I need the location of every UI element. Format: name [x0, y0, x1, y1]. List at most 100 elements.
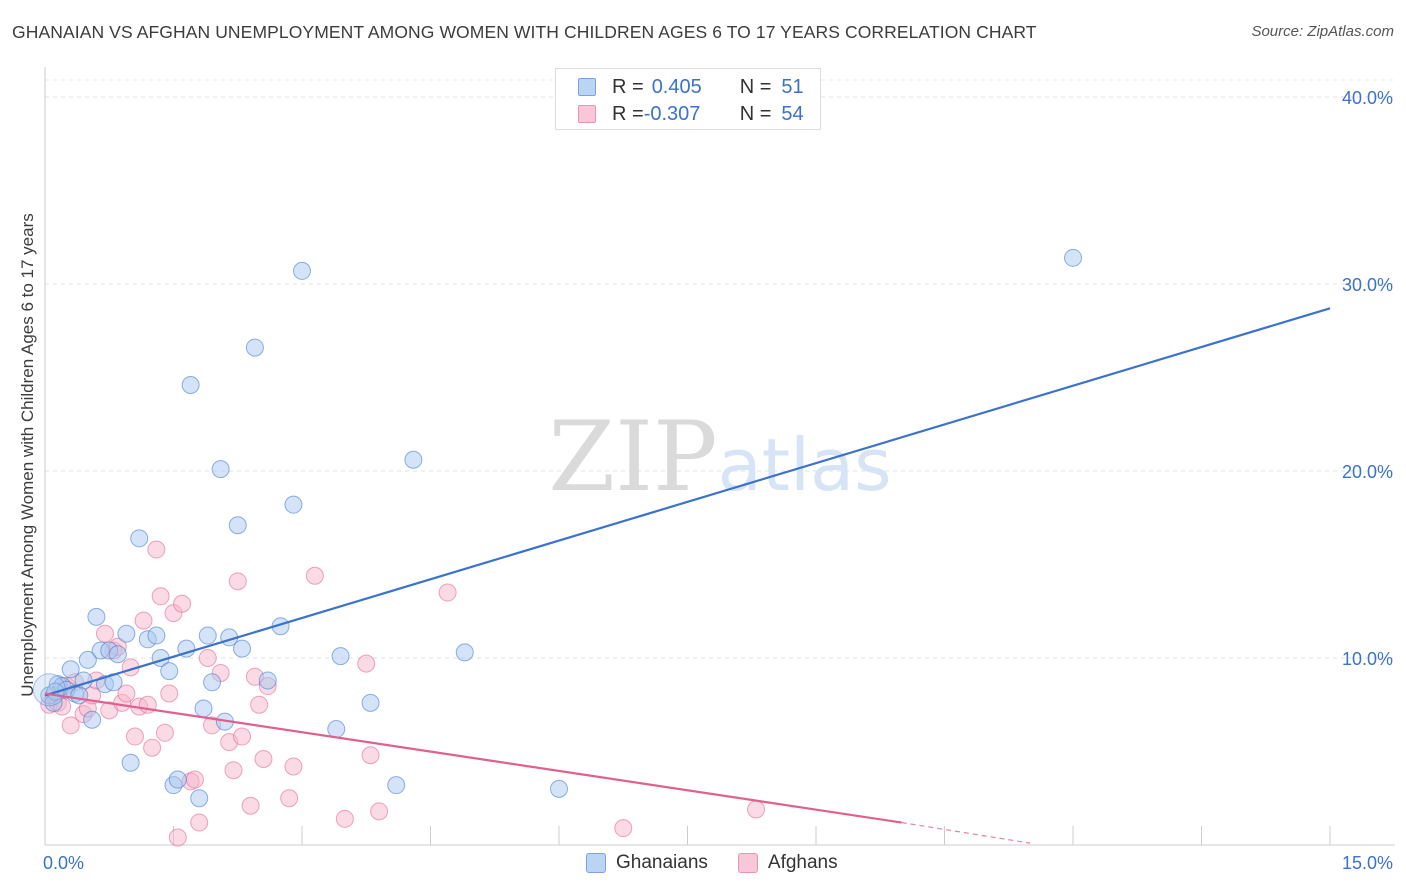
afghans-point: [95, 624, 114, 643]
y-tick-label: 10.0%: [1342, 649, 1393, 669]
ghanaians-point: [61, 660, 80, 679]
afghans-point: [198, 649, 217, 667]
afghans-point: [438, 583, 457, 602]
ghanaians-point: [160, 662, 179, 681]
chart-source: Source: ZipAtlas.com: [1251, 23, 1394, 40]
ghanaians-point: [121, 753, 140, 772]
afghans-point: [228, 572, 247, 591]
trend-lines: [44, 307, 1331, 844]
y-tick-label: 20.0%: [1342, 462, 1393, 482]
afghans-trend-line: [44, 692, 902, 824]
afghans-swatch: [578, 105, 596, 123]
afghans-trend-extension: [901, 821, 1031, 844]
ghanaians-point: [130, 529, 149, 548]
afghans-point: [254, 749, 273, 768]
afghans-point: [250, 695, 269, 714]
r-label: R =: [612, 75, 644, 98]
ghanaians-point: [284, 495, 303, 514]
axes: [44, 67, 1395, 846]
ghanaians-point: [198, 626, 217, 645]
afghans-point: [134, 611, 153, 630]
ghanaians-point: [245, 338, 264, 357]
ghanaians-point: [87, 607, 106, 626]
ghanaians-point: [168, 770, 187, 789]
ghanaians-point: [108, 645, 127, 664]
legend-row-ghanaians: R = 0.405 N = 51: [578, 75, 804, 99]
ghanaians-point: [258, 671, 277, 690]
ghanaians-point: [327, 720, 346, 739]
legend-item-ghanaians: Ghanaians: [586, 852, 708, 874]
ghanaians-point: [331, 647, 350, 666]
r-value: -0.307: [643, 102, 701, 125]
correlation-legend: R = 0.405 N = 51 R = -0.307 N = 54: [555, 68, 821, 130]
n-value: 51: [781, 75, 804, 98]
watermark: ZIPatlas: [548, 401, 891, 513]
ghanaians-point: [78, 650, 97, 669]
ghanaians-point: [387, 776, 406, 795]
x-tick-label-max: 15.0%: [1342, 853, 1393, 873]
afghans-point: [224, 761, 243, 780]
afghans-point: [61, 716, 80, 735]
ghanaians-point: [117, 624, 136, 643]
ghanaians-point: [194, 699, 213, 718]
tick-labels: 10.0% 20.0% 30.0% 40.0% 0.0% 15.0%: [43, 88, 1393, 873]
afghans-point: [361, 746, 380, 765]
afghans-point: [143, 738, 162, 757]
afghans-point: [173, 594, 192, 613]
ghanaians-point: [1064, 248, 1082, 267]
ghanaians-point: [550, 779, 568, 798]
afghans-point: [370, 802, 389, 821]
afghans-point: [160, 684, 179, 703]
ghanaians-point: [203, 673, 222, 692]
ghanaians-swatch: [586, 853, 606, 873]
x-tick-label-min: 0.0%: [43, 853, 84, 873]
afghans-point: [155, 723, 174, 742]
ghanaians-point: [211, 460, 230, 479]
legend-label: Afghans: [767, 852, 838, 873]
ghanaians-trend-line: [44, 307, 1331, 697]
n-label: N =: [739, 75, 772, 98]
chart-title: GHANAIAN VS AFGHAN UNEMPLOYMENT AMONG WO…: [12, 22, 1037, 42]
legend-label: Ghanaians: [616, 852, 708, 873]
afghans-point: [168, 828, 187, 847]
afghans-point: [284, 757, 303, 776]
afghans-point: [117, 684, 136, 703]
ghanaians-point: [147, 626, 166, 645]
y-tick-label: 40.0%: [1342, 88, 1393, 108]
afghans-point: [151, 587, 170, 606]
ghanaians-point: [233, 639, 252, 658]
afghans-point: [233, 727, 252, 746]
gridlines: [45, 79, 1395, 659]
afghans-point: [125, 727, 144, 746]
ghanaians-point: [293, 261, 311, 280]
afghans-point: [357, 654, 376, 673]
afghans-point: [190, 813, 209, 832]
legend-row-afghans: R = -0.307 N = 54: [578, 102, 804, 126]
ghanaians-point: [177, 639, 196, 658]
r-value: 0.405: [651, 75, 702, 98]
afghans-point: [147, 540, 166, 559]
afghans-point: [185, 770, 204, 789]
afghans-point: [280, 789, 299, 808]
afghans-point: [614, 819, 633, 838]
afghans-swatch: [737, 853, 758, 873]
ghanaians-points: [32, 248, 1082, 808]
series-legend: Ghanaians Afghans: [586, 852, 868, 874]
afghans-point: [335, 809, 354, 828]
ghanaians-point: [455, 643, 474, 662]
ghanaians-point: [70, 686, 89, 705]
afghans-point: [241, 796, 260, 815]
ghanaians-point: [404, 450, 423, 469]
ghanaians-swatch: [578, 78, 596, 96]
afghans-point: [305, 566, 324, 585]
afghans-point: [747, 800, 766, 819]
y-tick-label: 30.0%: [1342, 275, 1393, 295]
ghanaians-point: [181, 375, 200, 394]
n-label: N =: [739, 102, 772, 125]
ghanaians-point: [83, 710, 102, 729]
ghanaians-point: [190, 789, 209, 808]
ghanaians-point: [361, 693, 380, 712]
legend-item-afghans: Afghans: [737, 852, 838, 874]
ghanaians-point: [228, 516, 247, 535]
